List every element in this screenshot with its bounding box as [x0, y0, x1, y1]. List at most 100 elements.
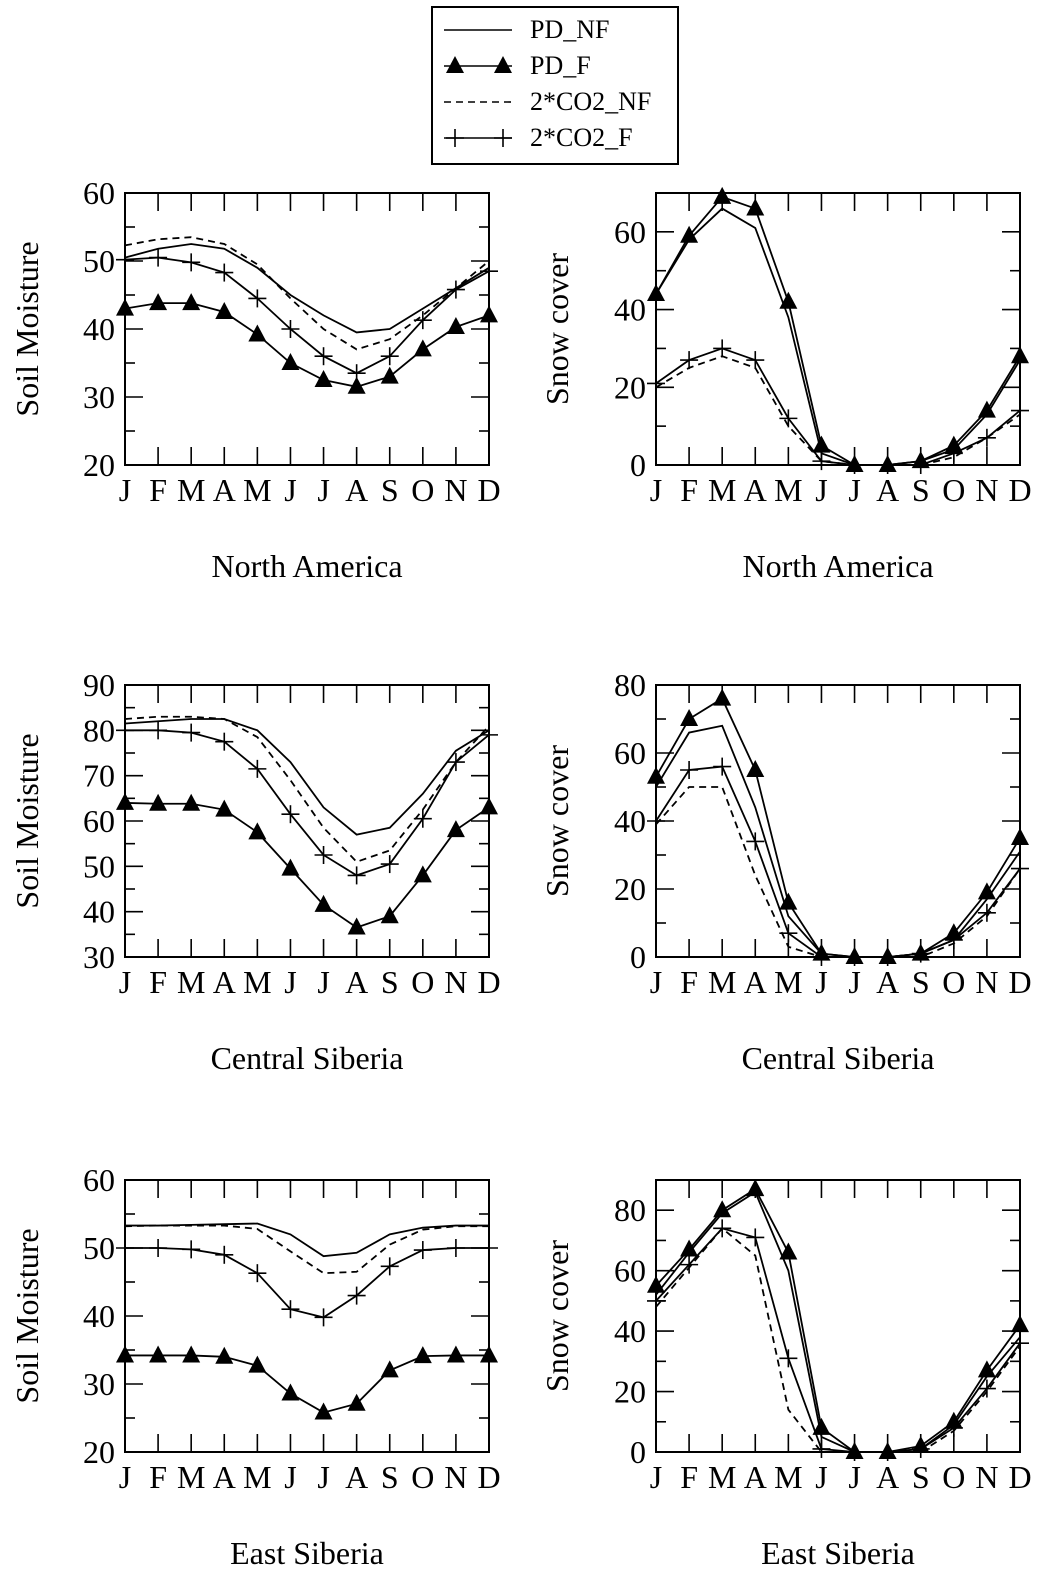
- chart-north-america-soil-moisture-point-2-co2-f: [314, 347, 333, 366]
- chart-east-siberia-snow-cover-series-pd-f: [647, 1179, 1029, 1459]
- legend-label-2-co2-f: 2*CO2_F: [530, 123, 633, 152]
- legend-entry-pd-nf: PD_NF: [444, 15, 609, 44]
- chart-east-siberia-snow-cover-point-2-co2-f: [713, 1219, 732, 1238]
- chart-central-siberia-soil-moisture-series-2-co2-nf: [124, 715, 490, 863]
- chart-central-siberia-snow-cover-point-pd-f: [680, 709, 699, 726]
- chart-central-siberia-soil-moisture-ytick-label: 80: [83, 712, 115, 748]
- chart-central-siberia-snow-cover-point-pd-f: [647, 766, 665, 784]
- chart-east-siberia-soil-moisture-xtick-label: J: [317, 1459, 329, 1495]
- chart-central-siberia-soil-moisture-point-pd-f: [215, 799, 234, 817]
- chart-central-siberia-snow-cover-frame: [655, 684, 1021, 958]
- chart-east-siberia-snow-cover-point-pd-f: [713, 1200, 732, 1218]
- chart-north-america-soil-moisture-line-2-co2-nf: [124, 236, 490, 351]
- chart-east-siberia-soil-moisture-line-2-co2-f: [125, 1247, 489, 1319]
- chart-east-siberia-soil-moisture-xtick-label: A: [345, 1459, 368, 1495]
- chart-central-siberia-soil-moisture-xtick-label: A: [345, 964, 368, 1000]
- chart-north-america-snow-cover-point-2-co2-f: [746, 351, 765, 370]
- chart-central-siberia-snow-cover-ytick-label: 0: [630, 939, 646, 975]
- chart-north-america-snow-cover-series-pd-f: [647, 186, 1029, 472]
- chart-north-america-soil-moisture-xtick-label: D: [477, 472, 500, 508]
- chart-central-siberia-soil-moisture-point-2-co2-f: [149, 721, 168, 740]
- chart-central-siberia-snow-cover-point-pd-f: [1011, 828, 1029, 845]
- chart-east-siberia-soil-moisture-xtick-label: O: [411, 1459, 434, 1495]
- chart-central-siberia-snow-cover-ytick-label: 80: [614, 667, 646, 703]
- chart-east-siberia-snow-cover-line-2-co2-f: [655, 1227, 1021, 1453]
- chart-north-america-snow-cover-xtick-label: M: [774, 472, 802, 508]
- chart-central-siberia-snow-cover-point-2-co2-f: [779, 924, 798, 943]
- chart-central-siberia-snow-cover-region-title: Central Siberia: [742, 1040, 935, 1076]
- chart-north-america-snow-cover-xtick-label: O: [942, 472, 965, 508]
- chart-north-america-snow-cover-frame: [655, 192, 1021, 466]
- chart-central-siberia-snow-cover-xtick-label: M: [708, 964, 736, 1000]
- chart-north-america-snow-cover-line-pd-f: [655, 195, 1021, 466]
- chart-north-america-soil-moisture-frame: [124, 192, 490, 466]
- chart-east-siberia-snow-cover-xtick-label: M: [708, 1459, 736, 1495]
- chart-north-america-soil-moisture-ytick-label: 20: [83, 447, 115, 483]
- chart-east-siberia-snow-cover-point-2-co2-f: [944, 1418, 963, 1437]
- chart-north-america-snow-cover-point-2-co2-f: [713, 339, 732, 358]
- legend-marker-pd-f-left: [446, 56, 464, 73]
- chart-central-siberia-soil-moisture-point-2-co2-f: [380, 855, 399, 874]
- chart-east-siberia-soil-moisture-series-2-co2-f: [116, 1239, 498, 1327]
- chart-north-america-soil-moisture-point-2-co2-f: [413, 311, 432, 330]
- chart-east-siberia-snow-cover-point-pd-f: [977, 1360, 996, 1378]
- chart-north-america-soil-moisture-point-pd-f: [446, 316, 465, 334]
- chart-east-siberia-soil-moisture-point-pd-f: [215, 1346, 234, 1364]
- chart-east-siberia-soil-moisture-point-pd-f: [281, 1383, 300, 1401]
- chart-east-siberia-soil-moisture-point-2-co2-f: [380, 1257, 399, 1276]
- chart-east-siberia-soil-moisture-xtick-label: M: [243, 1459, 271, 1495]
- chart-east-siberia-snow-cover-ylabel: Snow cover: [539, 1240, 575, 1392]
- chart-east-siberia-soil-moisture-xtick-label: M: [177, 1459, 205, 1495]
- chart-north-america-snow-cover-xtick-label: F: [680, 472, 698, 508]
- chart-east-siberia-soil-moisture-point-2-co2-f: [314, 1308, 333, 1327]
- chart-east-siberia-soil-moisture-point-pd-f: [116, 1345, 134, 1363]
- chart-central-siberia-snow-cover-line-pd-f: [655, 697, 1021, 958]
- chart-central-siberia-snow-cover-point-2-co2-f: [713, 757, 732, 776]
- chart-north-america-soil-moisture-point-2-co2-f: [347, 364, 366, 383]
- chart-central-siberia-soil-moisture-series-pd-nf: [124, 718, 490, 836]
- chart-east-siberia-snow-cover-point-2-co2-f: [878, 1443, 897, 1461]
- chart-north-america-soil-moisture-point-2-co2-f: [446, 280, 465, 299]
- chart-north-america-soil-moisture-region-title: North America: [211, 548, 402, 584]
- chart-north-america-soil-moisture-point-pd-f: [149, 293, 168, 311]
- legend-label-pd-nf: PD_NF: [530, 15, 609, 44]
- chart-east-siberia-soil-moisture-point-2-co2-f: [413, 1241, 432, 1260]
- chart-central-siberia-soil-moisture-point-pd-f: [116, 792, 134, 810]
- chart-central-siberia-soil-moisture-ytick-label: 30: [83, 939, 115, 975]
- chart-north-america-snow-cover-point-2-co2-f: [680, 351, 699, 370]
- chart-east-siberia-soil-moisture-point-2-co2-f: [182, 1240, 201, 1259]
- chart-central-siberia-soil-moisture-point-2-co2-f: [182, 723, 201, 742]
- chart-north-america-soil-moisture-ylabel: Soil Moisture: [9, 241, 45, 416]
- chart-north-america-soil-moisture-line-pd-nf: [124, 243, 490, 334]
- chart-central-siberia-soil-moisture-xtick-label: N: [444, 964, 467, 1000]
- chart-east-siberia-snow-cover-line-2-co2-nf: [655, 1227, 1021, 1453]
- chart-east-siberia-snow-cover-point-pd-f: [647, 1275, 665, 1293]
- chart-central-siberia-snow-cover-point-2-co2-f: [911, 944, 930, 963]
- chart-north-america-soil-moisture-point-2-co2-f: [116, 250, 134, 269]
- chart-central-siberia-soil-moisture-line-2-co2-nf: [124, 715, 490, 863]
- chart-east-siberia-snow-cover-point-2-co2-f: [911, 1439, 930, 1458]
- chart-north-america-snow-cover-region-title: North America: [742, 548, 933, 584]
- chart-east-siberia-soil-moisture-point-pd-f: [446, 1345, 465, 1363]
- chart-central-siberia-soil-moisture-xtick-label: J: [119, 964, 131, 1000]
- chart-north-america-soil-moisture-point-2-co2-f: [480, 262, 498, 281]
- chart-east-siberia-snow-cover-series-2-co2-nf: [655, 1227, 1021, 1453]
- legend-marker-2-co2-f-left: [446, 129, 464, 147]
- chart-central-siberia-soil-moisture-point-2-co2-f: [480, 725, 498, 744]
- chart-east-siberia-snow-cover-ytick-label: 60: [614, 1253, 646, 1289]
- chart-north-america-snow-cover-point-pd-f: [779, 291, 798, 309]
- chart-central-siberia-snow-cover-series-2-co2-f: [647, 757, 1029, 966]
- chart-central-siberia-soil-moisture-point-2-co2-f: [314, 846, 333, 864]
- chart-east-siberia-soil-moisture-ytick-label: 50: [83, 1230, 115, 1266]
- chart-north-america-soil-moisture-point-pd-f: [281, 353, 300, 370]
- chart-east-siberia-snow-cover-xtick-label: S: [912, 1459, 930, 1495]
- chart-central-siberia-snow-cover-xtick-label: A: [744, 964, 767, 1000]
- legend: PD_NF PD_F 2*CO2_NF 2*CO2_F: [431, 6, 679, 165]
- chart-east-siberia-snow-cover-point-2-co2-f: [977, 1379, 996, 1398]
- chart-central-siberia-soil-moisture-point-pd-f: [446, 820, 465, 838]
- chart-north-america-snow-cover-series-2-co2-f: [647, 339, 1029, 474]
- chart-east-siberia-soil-moisture-ytick-label: 60: [83, 1162, 115, 1198]
- chart-central-siberia-soil-moisture-region-title: Central Siberia: [211, 1040, 404, 1076]
- chart-central-siberia-snow-cover-xtick-label: M: [774, 964, 802, 1000]
